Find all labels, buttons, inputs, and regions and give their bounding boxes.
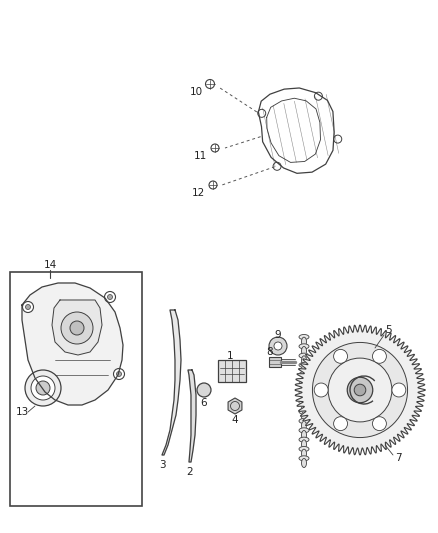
Circle shape <box>70 321 84 335</box>
Circle shape <box>334 135 342 143</box>
Text: 5: 5 <box>385 325 391 335</box>
Circle shape <box>25 370 61 406</box>
Ellipse shape <box>301 365 307 374</box>
Ellipse shape <box>299 335 309 340</box>
Circle shape <box>27 386 38 398</box>
Text: 9: 9 <box>275 330 281 340</box>
Circle shape <box>197 383 211 397</box>
Circle shape <box>312 342 408 438</box>
Ellipse shape <box>299 362 309 367</box>
Circle shape <box>274 342 282 350</box>
Circle shape <box>29 390 35 394</box>
Ellipse shape <box>301 440 307 449</box>
Text: 7: 7 <box>395 453 401 463</box>
Text: 1: 1 <box>227 351 233 361</box>
Circle shape <box>334 350 347 364</box>
Ellipse shape <box>299 437 309 442</box>
Text: 12: 12 <box>191 188 205 198</box>
Circle shape <box>314 383 328 397</box>
Text: 6: 6 <box>201 398 207 408</box>
Circle shape <box>31 376 55 400</box>
Ellipse shape <box>299 409 309 414</box>
Polygon shape <box>162 310 181 455</box>
Ellipse shape <box>299 456 309 461</box>
Text: 3: 3 <box>159 460 165 470</box>
Text: 14: 14 <box>43 260 57 270</box>
Text: 10: 10 <box>190 87 202 97</box>
Polygon shape <box>295 325 425 455</box>
Circle shape <box>117 372 121 376</box>
Ellipse shape <box>301 337 307 346</box>
Circle shape <box>61 312 93 344</box>
Ellipse shape <box>299 344 309 349</box>
Polygon shape <box>267 98 321 163</box>
Circle shape <box>113 368 124 379</box>
Circle shape <box>354 384 366 396</box>
Ellipse shape <box>299 418 309 424</box>
Ellipse shape <box>299 353 309 358</box>
Ellipse shape <box>301 393 307 402</box>
Bar <box>10 272 142 506</box>
Ellipse shape <box>299 400 309 405</box>
Circle shape <box>211 144 219 152</box>
Text: 2: 2 <box>187 467 193 477</box>
Bar <box>218 360 246 382</box>
Circle shape <box>328 358 392 422</box>
Circle shape <box>36 381 50 395</box>
Circle shape <box>209 181 217 189</box>
Circle shape <box>372 417 386 431</box>
Ellipse shape <box>301 346 307 356</box>
Circle shape <box>273 163 281 171</box>
Polygon shape <box>52 300 102 355</box>
Ellipse shape <box>299 428 309 433</box>
Ellipse shape <box>299 372 309 377</box>
Ellipse shape <box>299 381 309 386</box>
Circle shape <box>334 417 347 431</box>
Circle shape <box>25 304 31 310</box>
Text: 4: 4 <box>232 415 238 425</box>
Circle shape <box>372 350 386 364</box>
Circle shape <box>258 109 266 117</box>
Ellipse shape <box>299 447 309 451</box>
Circle shape <box>314 92 322 100</box>
Ellipse shape <box>301 449 307 458</box>
Bar <box>269 357 281 367</box>
Polygon shape <box>22 283 123 405</box>
Ellipse shape <box>301 384 307 393</box>
Ellipse shape <box>301 431 307 440</box>
Polygon shape <box>188 370 196 462</box>
Ellipse shape <box>299 391 309 395</box>
Ellipse shape <box>301 356 307 365</box>
Circle shape <box>107 295 113 300</box>
Circle shape <box>105 292 116 303</box>
Text: 8: 8 <box>267 347 273 357</box>
Ellipse shape <box>301 412 307 421</box>
Circle shape <box>22 302 33 312</box>
Ellipse shape <box>301 458 307 467</box>
Ellipse shape <box>301 375 307 384</box>
Ellipse shape <box>301 421 307 430</box>
Text: 13: 13 <box>15 407 28 417</box>
Circle shape <box>269 337 287 355</box>
Circle shape <box>205 79 215 88</box>
Ellipse shape <box>301 402 307 411</box>
Circle shape <box>392 383 406 397</box>
Text: 11: 11 <box>193 151 207 161</box>
Circle shape <box>347 377 373 403</box>
